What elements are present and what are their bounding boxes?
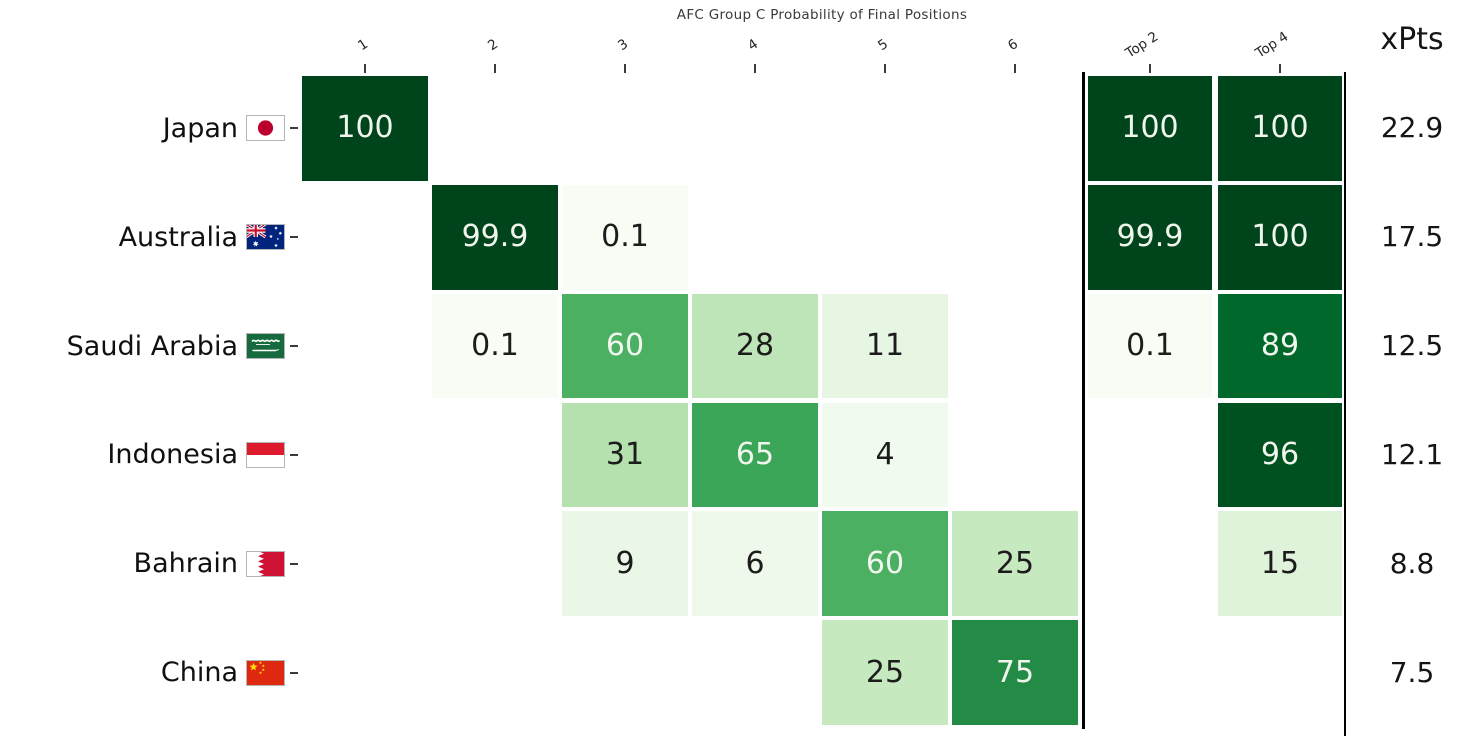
team-name: Australia (118, 221, 238, 253)
column-tick (1014, 64, 1016, 73)
xpts-value: 8.8 (1389, 546, 1435, 580)
column-header-6: 6 (1005, 35, 1021, 55)
heatmap-cell: 100 (1216, 74, 1344, 183)
right-border-line (1344, 72, 1346, 736)
row-tick (290, 453, 298, 456)
row-tick (290, 236, 298, 239)
row-tick (290, 127, 298, 130)
team-row-label: Australia (0, 217, 285, 257)
heatmap-cell: 28 (690, 291, 820, 401)
column-header-2: 2 (485, 35, 501, 55)
column-header-top-2: Top 2 (1122, 28, 1162, 62)
japan-flag-icon (246, 115, 285, 142)
xpts-value: 22.9 (1380, 111, 1444, 145)
heatmap-cell: 0.1 (560, 182, 690, 292)
heatmap-cell: 99.9 (1086, 182, 1214, 292)
column-tick (494, 64, 496, 73)
heatmap-cell: 31 (560, 400, 690, 510)
heatmap-cell: 0.1 (430, 291, 560, 401)
heatmap-cell: 9 (560, 509, 690, 619)
column-tick (364, 64, 366, 73)
row-tick (290, 345, 298, 348)
heatmap-cell: 25 (820, 618, 950, 727)
team-row-label: Indonesia (0, 435, 285, 475)
team-name: Saudi Arabia (66, 330, 238, 362)
china-flag-icon (246, 659, 285, 686)
column-tick (754, 64, 756, 73)
column-tick (884, 64, 886, 73)
heatmap-cell: 100 (300, 74, 430, 183)
column-header-4: 4 (745, 35, 761, 55)
team-name: Japan (162, 112, 238, 144)
row-tick (290, 562, 298, 565)
team-name: China (160, 657, 238, 689)
heatmap-cell: 0.1 (1086, 291, 1214, 401)
heatmap-cell: 89 (1216, 291, 1344, 401)
team-row-label: China (0, 653, 285, 693)
row-tick (290, 671, 298, 674)
xpts-header: xPts (1380, 22, 1444, 57)
xpts-value: 17.5 (1380, 220, 1444, 254)
column-header-5: 5 (875, 35, 891, 55)
heatmap-cell: 11 (820, 291, 950, 401)
team-row-label: Bahrain (0, 544, 285, 584)
column-header-1: 1 (355, 35, 371, 55)
xpts-value: 7.5 (1389, 655, 1435, 689)
heatmap-cell: 99.9 (430, 182, 560, 292)
team-name: Indonesia (107, 439, 238, 471)
bahrain-flag-icon (246, 550, 285, 577)
team-name: Bahrain (133, 548, 238, 580)
australia-flag-icon (246, 224, 285, 251)
column-header-top-4: Top 4 (1252, 28, 1292, 62)
top2-separator-line (1082, 72, 1085, 729)
column-tick (1149, 64, 1151, 73)
heatmap-cell: 60 (820, 509, 950, 619)
heatmap-cell: 100 (1086, 74, 1214, 183)
heatmap-cell: 15 (1216, 509, 1344, 619)
column-header-3: 3 (615, 35, 631, 55)
column-tick (1279, 64, 1281, 73)
heatmap-cell: 25 (950, 509, 1080, 619)
xpts-value: 12.1 (1380, 437, 1444, 471)
chart-title: AFC Group C Probability of Final Positio… (676, 7, 968, 23)
heatmap-cell: 96 (1216, 400, 1344, 510)
heatmap-cell: 6 (690, 509, 820, 619)
team-row-label: Japan (0, 108, 285, 148)
heatmap-cell: 75 (950, 618, 1080, 727)
heatmap-cell: 4 (820, 400, 950, 510)
heatmap-cell: 65 (690, 400, 820, 510)
xpts-value: 12.5 (1380, 329, 1444, 363)
heatmap-cell: 100 (1216, 182, 1344, 292)
column-tick (624, 64, 626, 73)
indonesia-flag-icon (246, 441, 285, 468)
team-row-label: Saudi Arabia (0, 326, 285, 366)
saudi-arabia-flag-icon (246, 333, 285, 360)
heatmap-cell: 60 (560, 291, 690, 401)
